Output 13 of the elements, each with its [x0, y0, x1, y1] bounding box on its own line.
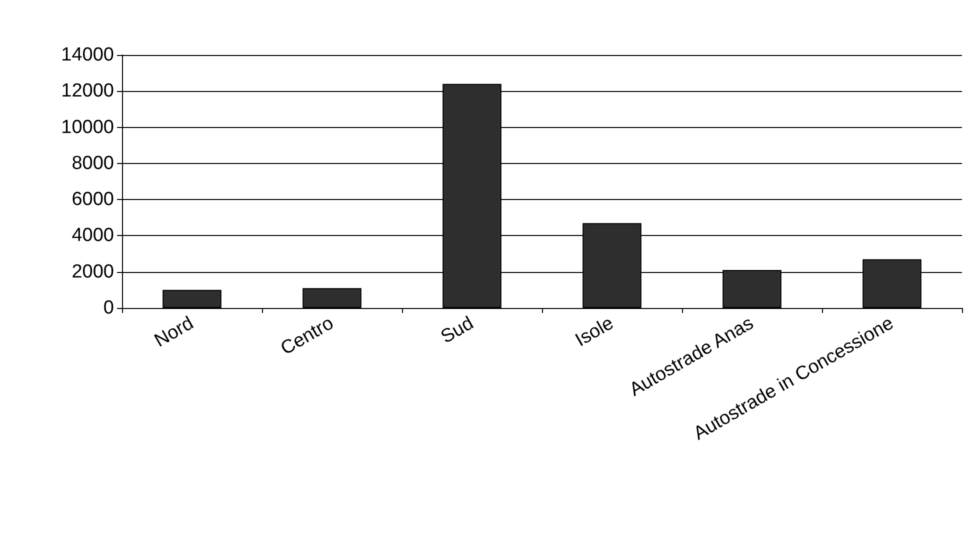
y-tick-label: 12000	[61, 80, 114, 102]
y-tick-label: 2000	[72, 261, 114, 282]
y-tick-label: 0	[103, 298, 114, 318]
y-tick-label: 6000	[72, 189, 114, 210]
x-tick-label: Isole	[572, 312, 618, 352]
bar	[302, 288, 362, 308]
y-tick-label: 8000	[72, 152, 114, 174]
x-tick-label: Sud	[437, 312, 478, 348]
y-tick-label: 10000	[61, 116, 114, 138]
bar	[162, 290, 222, 308]
y-tick-label: 14000	[61, 44, 114, 66]
x-tick-label: Nord	[151, 312, 198, 352]
y-tick-label: 4000	[72, 225, 114, 246]
